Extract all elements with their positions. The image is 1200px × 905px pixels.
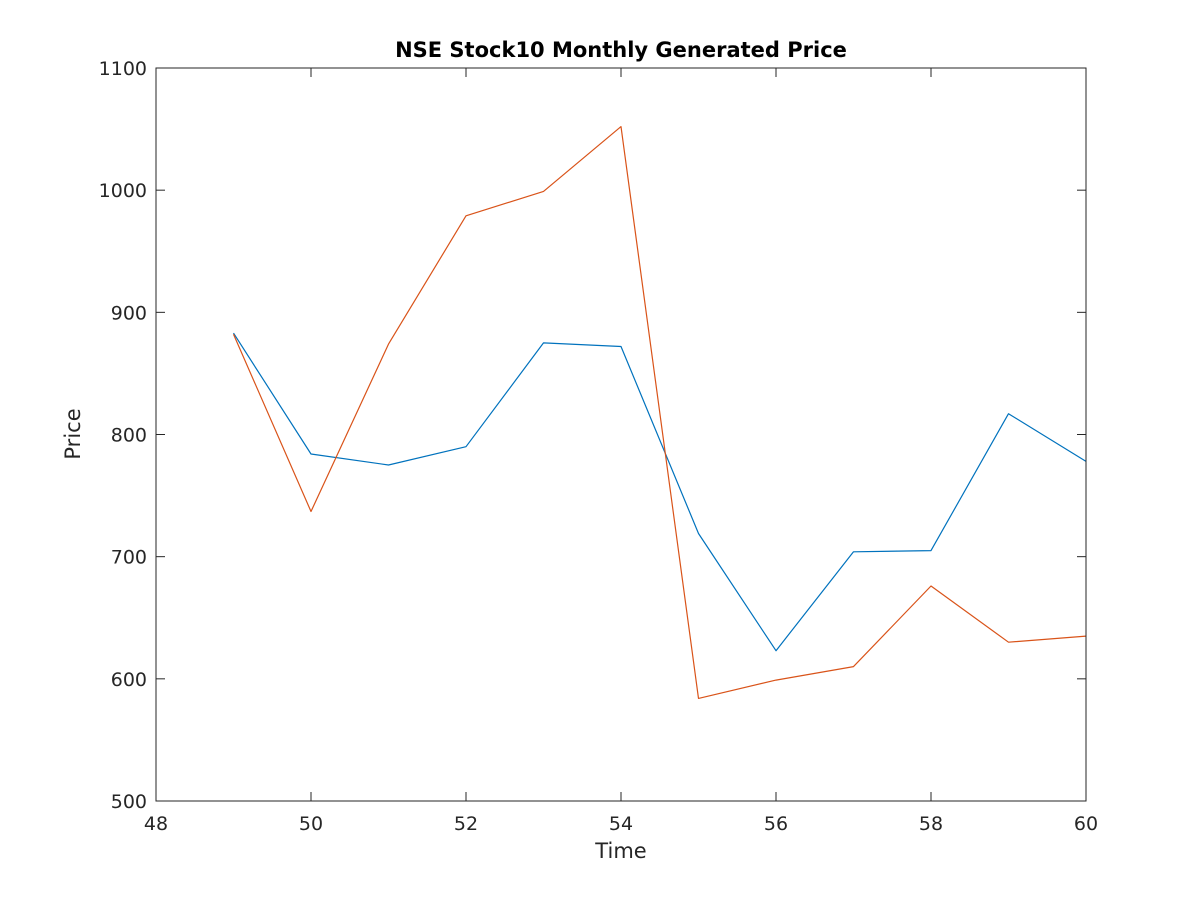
x-tick-label: 58 [919, 813, 943, 835]
x-axis-label: Time [594, 839, 646, 863]
y-tick-label: 1000 [99, 180, 147, 202]
series-layer [232, 125, 1087, 700]
y-tick-label: 900 [111, 302, 147, 324]
x-tick-label: 52 [454, 813, 478, 835]
y-tick-label: 600 [111, 669, 147, 691]
x-tick-label: 48 [144, 813, 168, 835]
series-line-1 [232, 332, 1087, 652]
x-tick-label: 56 [764, 813, 788, 835]
x-tick-label: 60 [1074, 813, 1098, 835]
y-axis: 500 600 700 800 900 1000 1100 [99, 58, 1086, 813]
chart-title: NSE Stock10 Monthly Generated Price [395, 38, 847, 62]
y-tick-label: 700 [111, 547, 147, 569]
x-tick-label: 54 [609, 813, 633, 835]
series-line-2 [232, 125, 1087, 700]
x-axis: 48 50 52 54 56 58 60 [144, 68, 1098, 835]
x-tick-label: 50 [299, 813, 323, 835]
y-tick-label: 1100 [99, 58, 147, 80]
y-tick-label: 500 [111, 791, 147, 813]
y-tick-label: 800 [111, 425, 147, 447]
y-axis-label: Price [61, 408, 85, 459]
